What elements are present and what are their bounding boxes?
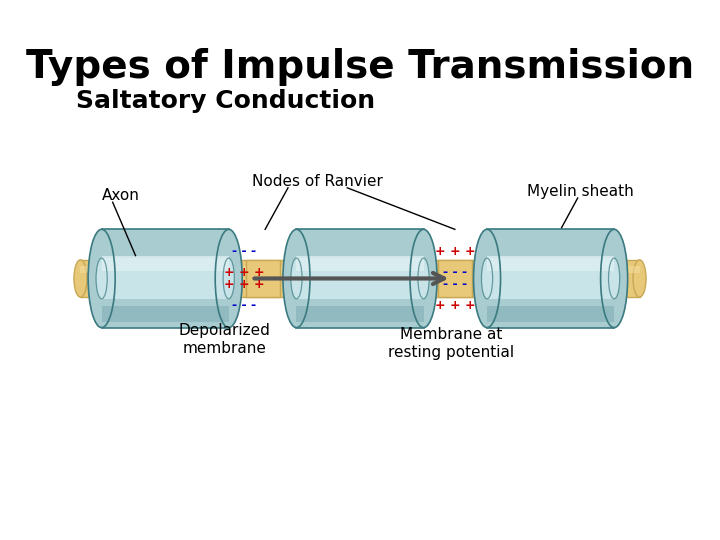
Bar <box>487 230 614 328</box>
Text: + + +: + + + <box>224 266 264 279</box>
Text: Myelin sheath: Myelin sheath <box>527 184 634 199</box>
Bar <box>81 266 639 273</box>
Bar <box>487 306 614 322</box>
Ellipse shape <box>223 258 234 299</box>
Ellipse shape <box>474 230 500 328</box>
Text: Depolarized
membrane: Depolarized membrane <box>179 323 271 356</box>
Text: - - -: - - - <box>232 245 256 258</box>
Bar <box>297 255 423 272</box>
Bar <box>438 260 472 297</box>
Bar <box>487 258 614 299</box>
Ellipse shape <box>600 230 628 328</box>
Text: Types of Impulse Transmission: Types of Impulse Transmission <box>26 48 694 86</box>
Bar <box>102 230 229 328</box>
Ellipse shape <box>283 230 310 328</box>
Ellipse shape <box>215 230 242 328</box>
Bar <box>102 255 229 272</box>
Ellipse shape <box>633 260 646 297</box>
Ellipse shape <box>482 258 492 299</box>
Ellipse shape <box>74 260 87 297</box>
Bar <box>102 306 229 322</box>
Text: + + +: + + + <box>435 299 475 312</box>
Bar <box>246 260 279 297</box>
Text: + + +: + + + <box>435 245 475 258</box>
Text: + + +: + + + <box>224 278 264 291</box>
Ellipse shape <box>96 258 107 299</box>
Text: - - -: - - - <box>232 299 256 312</box>
Ellipse shape <box>291 258 302 299</box>
Bar <box>297 230 423 328</box>
Bar <box>297 306 423 322</box>
Ellipse shape <box>418 258 429 299</box>
Text: Axon: Axon <box>102 188 140 203</box>
Ellipse shape <box>608 258 620 299</box>
Text: - - -: - - - <box>443 266 467 279</box>
Ellipse shape <box>410 230 437 328</box>
Text: Saltatory Conduction: Saltatory Conduction <box>76 89 375 113</box>
Bar <box>487 255 614 272</box>
Text: - - -: - - - <box>443 278 467 291</box>
Bar <box>102 258 229 299</box>
Bar <box>81 260 639 297</box>
Ellipse shape <box>88 230 115 328</box>
Text: Nodes of Ranvier: Nodes of Ranvier <box>252 173 383 188</box>
Bar <box>297 258 423 299</box>
Text: Membrane at
resting potential: Membrane at resting potential <box>388 327 515 360</box>
